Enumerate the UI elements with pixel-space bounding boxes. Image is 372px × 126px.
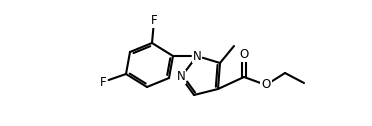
Text: N: N [177,71,185,84]
Text: F: F [100,75,106,88]
Text: F: F [151,14,157,27]
Text: O: O [239,49,248,61]
Text: N: N [193,50,201,62]
Text: O: O [262,78,270,91]
